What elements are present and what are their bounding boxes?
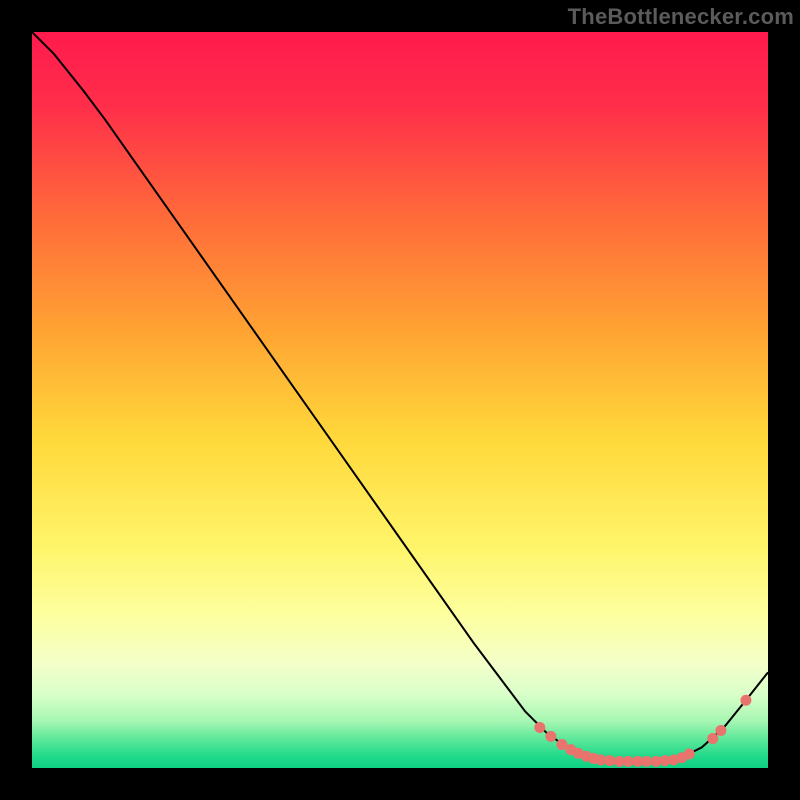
plot-background [32, 32, 768, 768]
marker-dot [641, 756, 652, 767]
marker-dot [740, 695, 751, 706]
marker-dot [684, 749, 695, 760]
marker-dot [604, 755, 615, 766]
marker-dot [534, 722, 545, 733]
marker-dot [707, 733, 718, 744]
watermark-text: TheBottlenecker.com [568, 4, 794, 30]
marker-dot [623, 756, 634, 767]
chart-svg [0, 0, 800, 800]
marker-dot [545, 731, 556, 742]
marker-dot [715, 725, 726, 736]
bottleneck-chart: TheBottlenecker.com [0, 0, 800, 800]
